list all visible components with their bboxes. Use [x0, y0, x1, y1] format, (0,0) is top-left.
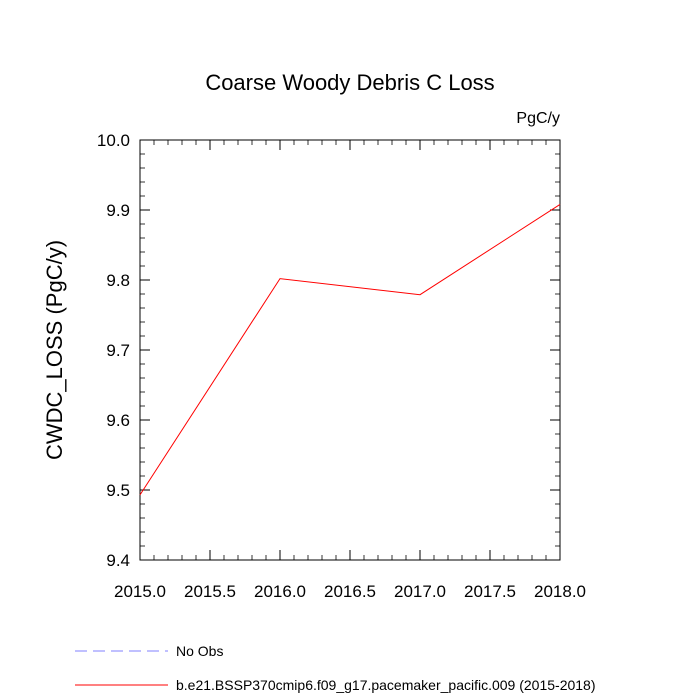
- x-tick-label: 2016.5: [324, 582, 376, 601]
- y-tick-label: 9.6: [106, 411, 130, 430]
- y-tick-label: 9.5: [106, 481, 130, 500]
- legend-label: No Obs: [176, 643, 223, 659]
- x-tick-label: 2017.0: [394, 582, 446, 601]
- y-tick-label: 9.8: [106, 271, 130, 290]
- x-tick-label: 2017.5: [464, 582, 516, 601]
- x-tick-label: 2015.0: [114, 582, 166, 601]
- tick-labels: 2015.0 2015.5 2016.0 2016.5 2017.0 2017.5 2018…: [97, 131, 586, 601]
- x-tick-label: 2015.5: [184, 582, 236, 601]
- chart-title: Coarse Woody Debris C Loss: [205, 70, 494, 95]
- axis-ticks: [139, 139, 561, 561]
- y-tick-label: 9.7: [106, 341, 130, 360]
- y-tick-label: 9.9: [106, 201, 130, 220]
- y-tick-label: 10.0: [97, 131, 130, 150]
- legend-label: b.e21.BSSP370cmip6.f09_g17.pacemaker_pac…: [176, 677, 596, 693]
- y-axis-label: CWDC_LOSS (PgC/y): [42, 240, 67, 460]
- x-tick-label: 2018.0: [534, 582, 586, 601]
- units-label: PgC/y: [516, 110, 560, 127]
- legend: No Obs b.e21.BSSP370cmip6.f09_g17.pacemak…: [75, 643, 596, 693]
- x-tick-label: 2016.0: [254, 582, 306, 601]
- series-lines: [139, 203, 561, 496]
- plot-frame: [139, 139, 561, 561]
- y-tick-label: 9.4: [106, 551, 130, 570]
- series-line: [139, 203, 561, 496]
